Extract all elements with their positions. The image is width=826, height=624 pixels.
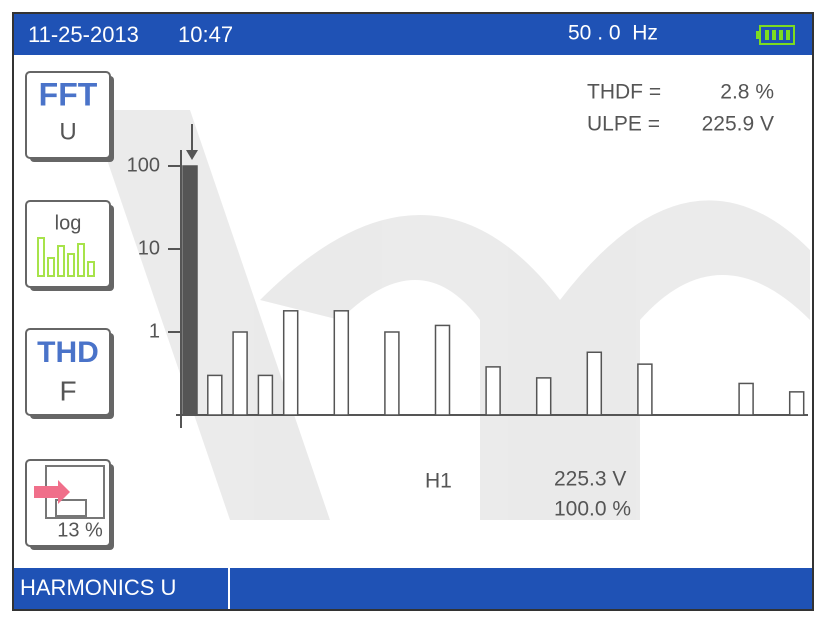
bar bbox=[257, 374, 274, 416]
button-label: THD bbox=[37, 336, 99, 369]
date: 11-25-2013 bbox=[28, 22, 139, 47]
bar bbox=[586, 351, 603, 416]
readout-value: 225.9 V bbox=[702, 113, 774, 136]
bar bbox=[485, 366, 501, 416]
bar bbox=[434, 324, 451, 416]
y-tick-label: 1 bbox=[149, 320, 160, 342]
readout-value: 2.8 % bbox=[720, 81, 774, 104]
watermark bbox=[90, 110, 810, 520]
button-label: 13 % bbox=[57, 519, 103, 541]
button-label: U bbox=[59, 118, 76, 145]
bar bbox=[182, 165, 198, 416]
footer-title: HARMONICS U bbox=[20, 575, 176, 600]
cursor-harmonic: H1 bbox=[425, 470, 452, 493]
save-button[interactable]: 13 % bbox=[25, 459, 114, 550]
bar bbox=[637, 363, 653, 416]
bar bbox=[535, 377, 552, 416]
cursor-voltage: 225.3 V bbox=[554, 468, 626, 491]
y-tick-label: 10 bbox=[138, 237, 160, 259]
bar bbox=[232, 331, 248, 416]
screen-frame bbox=[12, 12, 814, 611]
readout-label: ULPE = bbox=[587, 113, 660, 136]
button-label: F bbox=[59, 375, 76, 406]
log-button[interactable]: log bbox=[25, 200, 114, 291]
bar bbox=[788, 391, 805, 416]
bar bbox=[282, 310, 299, 416]
button-label: FFT bbox=[39, 76, 98, 112]
bar bbox=[738, 382, 754, 416]
bar bbox=[384, 331, 400, 416]
cursor-arrow bbox=[186, 124, 198, 160]
time: 10:47 bbox=[178, 22, 233, 47]
battery-icon bbox=[756, 25, 795, 45]
bar bbox=[207, 374, 223, 416]
cursor-percent: 100.0 % bbox=[554, 498, 631, 521]
button-label: log bbox=[55, 212, 82, 234]
y-tick-label: 100 bbox=[127, 154, 160, 176]
thd-button[interactable]: THD F bbox=[25, 328, 114, 419]
frequency: 50 . 0 Hz bbox=[568, 22, 658, 45]
bar bbox=[333, 310, 350, 416]
top-bar bbox=[14, 14, 812, 55]
bottom-bar bbox=[14, 568, 812, 609]
readout-label: THDF = bbox=[587, 81, 661, 104]
fft-button[interactable]: FFT U bbox=[25, 71, 114, 162]
